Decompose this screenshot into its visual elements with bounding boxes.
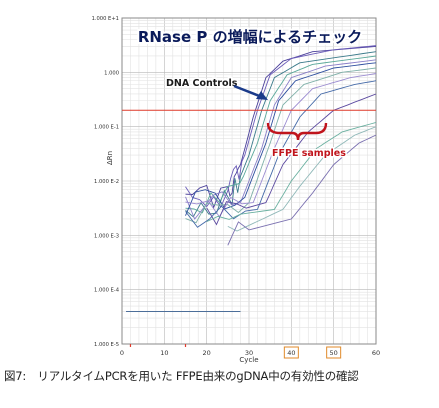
amplification-curve [185, 55, 377, 214]
y-tick-label: 1.000 E-2 [94, 179, 119, 185]
amplification-curve [227, 134, 377, 246]
amplification-curve [185, 45, 377, 208]
y-axis-ticks: 1.000 E-5 1.000 E-4 1.000 E-3 1.000 E-2 1.00… [92, 16, 120, 348]
y-tick-label: 1.000 E-3 [94, 233, 119, 239]
ffpe-samples-label: FFPE samples [272, 148, 346, 159]
x-tick-highlight [283, 346, 299, 359]
dna-controls-arrowhead [256, 91, 268, 100]
y-tick-label: 1.000 E+1 [92, 16, 119, 22]
amplification-curve [227, 126, 377, 232]
ffpe-bracket [266, 122, 328, 141]
y-tick-label: 1.000 [104, 70, 119, 76]
amplification-curve [185, 80, 377, 228]
amplification-curve [206, 121, 377, 223]
plot-frame [121, 17, 377, 345]
x-tick-label: 60 [372, 349, 380, 357]
y-tick-label: 1.000 E-1 [94, 125, 119, 131]
x-tick-label: 20 [203, 349, 211, 357]
chart-title: RNase P の増幅によるチェック [138, 28, 362, 46]
amplification-plot: 1.000 E-5 1.000 E-4 1.000 E-3 1.000 E-2 1.00… [92, 16, 381, 364]
series-curves [185, 45, 377, 246]
x-tick-label: 0 [120, 349, 124, 357]
x-axis-label: Cycle [239, 356, 258, 364]
amplification-curve [185, 62, 377, 216]
x-tick-label: 40 [287, 349, 295, 357]
x-tick-label: 50 [330, 349, 338, 357]
figure-caption: 図7: リアルタイムPCRを用いた FFPE由来のgDNA中の有効性の確認 [4, 369, 359, 383]
x-tick-highlight [326, 346, 342, 359]
x-tick-label: 10 [160, 349, 168, 357]
y-tick-label: 1.000 E-4 [94, 288, 120, 294]
dna-controls-label: DNA Controls [166, 78, 238, 89]
amplification-curve [206, 93, 377, 226]
y-tick-label: 1.000 E-5 [94, 342, 119, 348]
x-axis-ticks: 0 10 20 30 40 50 60 [120, 344, 380, 359]
x-tick-label: 30 [245, 349, 253, 357]
plot-grid [121, 18, 377, 345]
dna-controls-arrow [233, 84, 263, 99]
y-axis-label: ΔRn [106, 151, 114, 165]
